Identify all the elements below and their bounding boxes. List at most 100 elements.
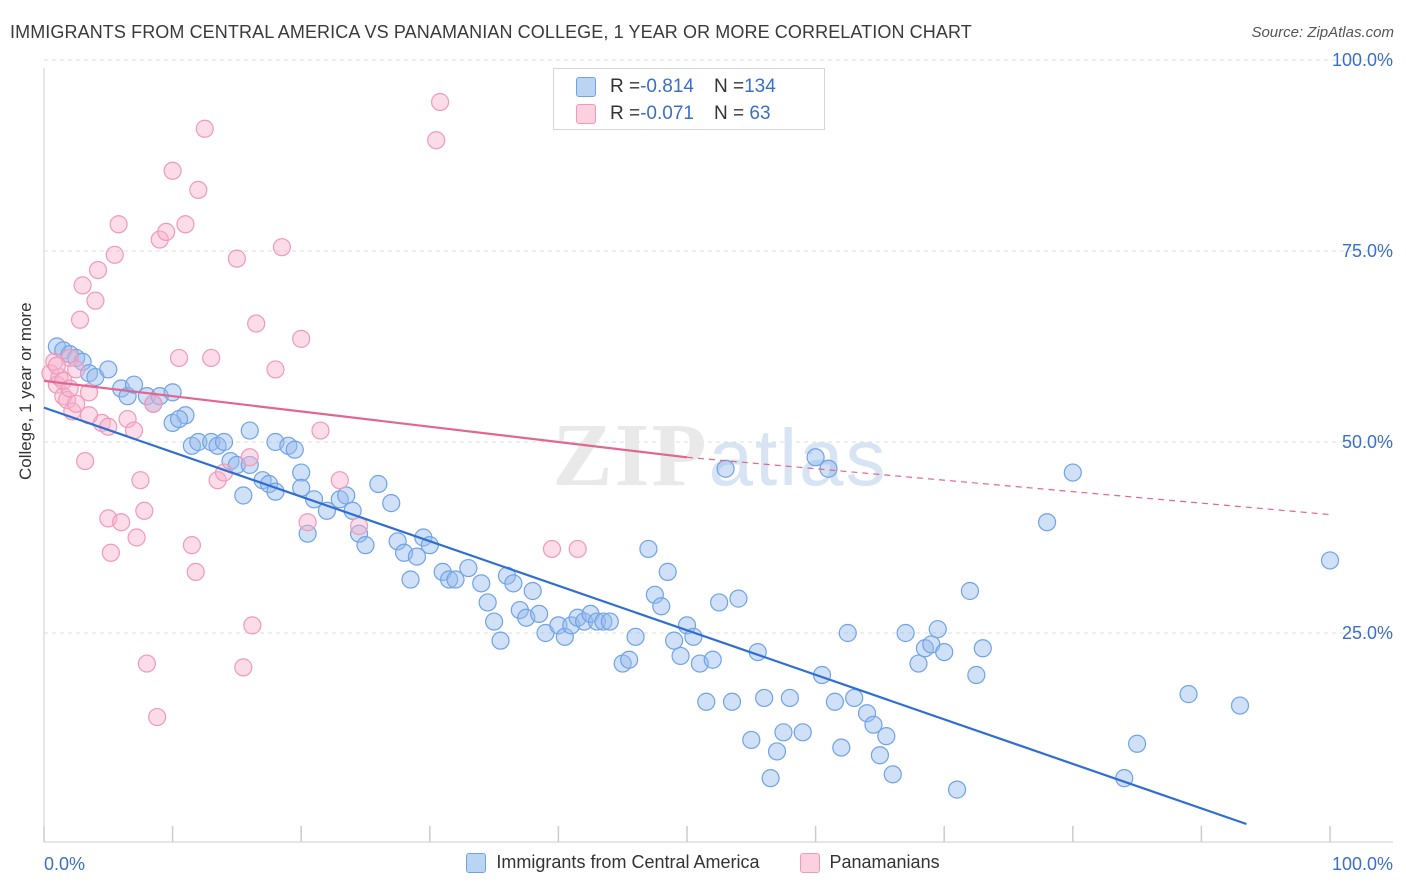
data-point-panamanians [148, 707, 167, 727]
y-tick-label: 100.0% [1332, 50, 1393, 70]
data-point-central-america [780, 688, 799, 708]
data-point-panamanians [202, 348, 221, 368]
data-point-central-america [530, 604, 549, 624]
data-point-central-america [169, 409, 189, 429]
data-point-panamanians [247, 314, 266, 333]
trend-line-panamanians [43, 379, 688, 459]
data-point-panamanians [427, 131, 446, 150]
data-point-central-america [600, 612, 619, 631]
correlation-legend: R = -0.814 N = 134 R = -0.071 N = 63 [553, 68, 825, 130]
data-point-central-america [163, 383, 182, 402]
trend-line-panamanians-extension [686, 456, 1331, 516]
series-central-america-points [47, 337, 1340, 799]
data-point-panamanians [70, 310, 90, 329]
y-axis-label: College, 1 year or more [16, 302, 35, 480]
legend-swatch-blue [466, 852, 487, 873]
data-point-panamanians [157, 222, 176, 241]
data-point-panamanians [298, 513, 317, 532]
data-point-central-america [555, 627, 574, 646]
data-point-panamanians [186, 562, 205, 581]
data-point-panamanians [79, 383, 99, 402]
data-point-panamanians [58, 390, 77, 410]
data-point-panamanians [76, 452, 95, 471]
data-point-central-america [626, 627, 645, 646]
data-point-panamanians [127, 528, 146, 547]
data-point-central-america [401, 570, 420, 589]
data-point-central-america [356, 536, 375, 555]
data-point-central-america [491, 631, 510, 650]
n-value: 63 [744, 103, 771, 124]
data-point-central-america [928, 620, 947, 639]
data-point-central-america [710, 593, 729, 612]
data-point-central-america [755, 688, 774, 708]
data-point-central-america [234, 486, 253, 505]
data-point-panamanians [176, 215, 195, 234]
data-point-central-america [349, 524, 369, 543]
watermark: ZIPatlas [552, 406, 887, 505]
data-point-central-america [414, 528, 433, 547]
data-point-central-america [967, 665, 986, 685]
data-point-panamanians [118, 409, 137, 429]
data-point-central-america [1037, 513, 1057, 532]
data-point-central-america [774, 723, 793, 742]
data-point-panamanians [266, 360, 285, 379]
data-point-panamanians [182, 536, 201, 555]
data-point-central-america [259, 474, 279, 494]
data-point-central-america [652, 597, 671, 616]
data-point-central-america [825, 692, 844, 711]
data-point-central-america [870, 746, 890, 765]
n-value: 134 [744, 76, 776, 97]
data-point-central-america [1063, 463, 1082, 482]
data-point-panamanians [101, 543, 120, 562]
data-point-panamanians [144, 394, 163, 413]
data-point-central-america [478, 593, 497, 612]
data-point-panamanians [105, 245, 124, 264]
data-point-panamanians [54, 371, 73, 390]
legend-item-central-america: Immigrants from Central America [466, 852, 760, 873]
data-point-panamanians [189, 180, 208, 199]
data-point-central-america [285, 440, 304, 459]
data-point-central-america [658, 562, 677, 581]
data-point-central-america [819, 459, 838, 478]
y-tick-label: 50.0% [1342, 432, 1393, 452]
data-point-central-america [857, 704, 877, 723]
legend-item-panamanians: Panamanians [799, 852, 940, 873]
data-point-central-america [504, 574, 523, 593]
data-point-central-america [832, 738, 851, 757]
data-point-central-america [960, 581, 980, 601]
data-point-central-america [729, 589, 748, 608]
data-point-central-america [382, 494, 401, 513]
data-point-central-america [240, 421, 259, 440]
data-point-central-america [99, 360, 118, 379]
data-point-central-america [935, 642, 954, 662]
data-point-central-america [407, 547, 427, 566]
data-point-central-america [620, 650, 639, 669]
y-tick-label: 25.0% [1342, 623, 1393, 643]
data-point-panamanians [330, 471, 349, 490]
data-point-panamanians [311, 421, 330, 440]
data-point-central-america [523, 581, 542, 601]
data-point-central-america [665, 631, 684, 650]
data-point-central-america [1179, 685, 1198, 704]
data-point-central-america [1230, 696, 1250, 715]
data-point-central-america [703, 650, 722, 669]
data-point-central-america [446, 570, 465, 589]
legend-row-central-america: R = -0.814 N = 134 [576, 75, 776, 99]
x-tick-label: 100.0% [1332, 854, 1393, 874]
data-point-central-america [896, 623, 915, 643]
data-point-panamanians [430, 92, 450, 112]
tick-labels: 25.0% 50.0% 75.0% 100.0% 0.0% 100.0% [44, 50, 1393, 874]
trend-lines [43, 379, 1331, 826]
data-point-panamanians [112, 513, 131, 532]
data-point-central-america [838, 623, 857, 643]
data-point-panamanians [234, 658, 253, 677]
data-point-central-america [459, 558, 478, 578]
data-point-panamanians [227, 249, 246, 268]
legend-row-panamanians: R = -0.071 N = 63 [576, 102, 771, 126]
y-tick-label: 75.0% [1342, 241, 1393, 261]
data-point-central-america [806, 448, 825, 467]
series-panamanians-points [41, 92, 587, 727]
legend-swatch-pink [576, 104, 596, 124]
data-point-central-america [549, 616, 568, 635]
